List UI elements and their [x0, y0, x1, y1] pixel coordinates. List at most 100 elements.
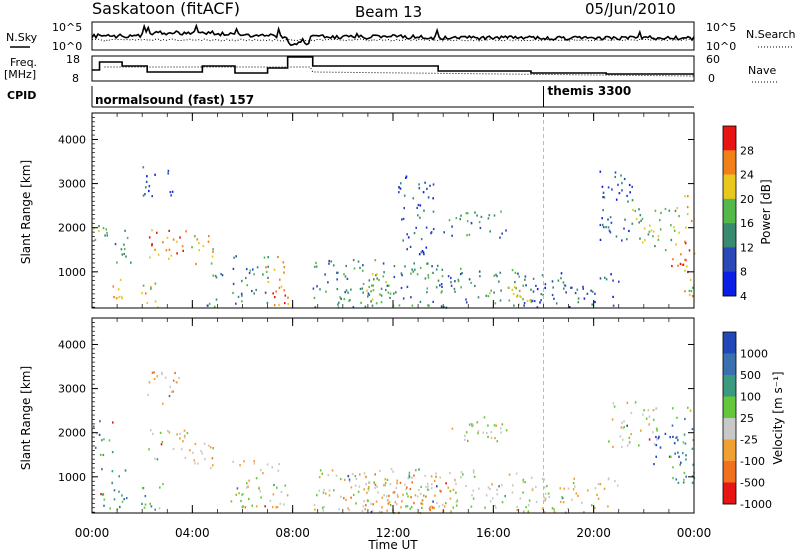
heatmap-cell	[664, 207, 667, 211]
heatmap-cell	[368, 279, 371, 282]
heatmap-cell	[321, 506, 324, 509]
heatmap-cell	[184, 456, 187, 459]
heatmap-cell	[572, 482, 575, 485]
power-heatmap	[93, 113, 696, 309]
heatmap-cell	[148, 381, 151, 384]
heatmap-cell	[530, 288, 532, 291]
heatmap-cell	[420, 238, 423, 241]
heatmap-cell	[398, 304, 401, 307]
heatmap-cell	[620, 174, 622, 177]
heatmap-cell	[418, 187, 421, 190]
heatmap-cell	[574, 485, 576, 488]
heatmap-cell	[343, 273, 345, 276]
heatmap-cell	[166, 236, 169, 239]
heatmap-cell	[443, 505, 446, 508]
heatmap-cell	[325, 290, 327, 293]
heatmap-cell	[597, 497, 600, 500]
heatmap-cell	[401, 274, 403, 277]
heatmap-cell	[684, 442, 687, 445]
heatmap-cell	[395, 486, 398, 490]
heatmap-cell	[419, 492, 422, 495]
heatmap-cell	[148, 448, 150, 451]
heatmap-cell	[149, 502, 151, 505]
heatmap-cell	[599, 223, 602, 227]
heatmap-cell	[552, 286, 554, 289]
heatmap-cell	[420, 502, 422, 505]
heatmap-cell	[100, 493, 102, 496]
heatmap-cell	[468, 233, 471, 236]
heatmap-cell	[407, 236, 410, 239]
heatmap-cell	[562, 501, 565, 504]
heatmap-cell	[417, 203, 420, 207]
heatmap-cell	[368, 293, 371, 297]
heatmap-cell	[409, 488, 412, 491]
heatmap-cell	[344, 275, 347, 278]
heatmap-cell	[260, 496, 262, 499]
heatmap-cell	[390, 468, 393, 471]
heatmap-cell	[591, 303, 593, 306]
heatmap-cell	[457, 280, 460, 283]
heatmap-cell	[402, 239, 404, 242]
heatmap-cell	[102, 453, 105, 457]
heatmap-cell	[276, 506, 279, 509]
heatmap-cell	[279, 278, 281, 281]
heatmap-cell	[314, 306, 317, 309]
heatmap-cell	[168, 229, 170, 232]
heatmap-cell	[367, 295, 369, 298]
heatmap-cell	[628, 436, 631, 439]
heatmap-cell	[221, 274, 224, 277]
heatmap-cell	[212, 274, 214, 277]
heatmap-cell	[451, 234, 453, 237]
heatmap-cell	[358, 485, 361, 488]
heatmap-cell	[213, 305, 216, 308]
heatmap-cell	[688, 293, 691, 297]
heatmap-cell	[182, 440, 184, 443]
heatmap-cell	[151, 244, 153, 247]
heatmap-cell	[615, 198, 618, 201]
heatmap-cell	[111, 481, 113, 484]
heatmap-cell	[384, 478, 387, 481]
heatmap-cell	[333, 489, 335, 492]
colorbar-tick-label: -500	[740, 477, 765, 490]
heatmap-cell	[98, 229, 100, 233]
heatmap-cell	[172, 379, 175, 382]
velocity-y-label: Slant Range [km]	[19, 366, 33, 470]
heatmap-cell	[477, 432, 479, 435]
heatmap-cell	[251, 289, 253, 293]
heatmap-cell	[404, 483, 406, 486]
heatmap-cell	[418, 253, 421, 256]
heatmap-cell	[324, 273, 326, 276]
heatmap-cell	[611, 418, 614, 421]
heatmap-cell	[474, 211, 476, 214]
heatmap-cell	[686, 265, 688, 268]
heatmap-cell	[283, 503, 285, 506]
heatmap-cell	[668, 455, 671, 458]
heatmap-cell	[103, 498, 106, 501]
heatmap-cell	[639, 237, 641, 240]
heatmap-cell	[560, 272, 563, 275]
heatmap-cell	[465, 431, 468, 434]
heatmap-cell	[348, 478, 351, 481]
heatmap-cell	[244, 506, 247, 509]
heatmap-cell	[401, 500, 403, 503]
x-tick-label: 08:00	[275, 526, 310, 540]
heatmap-cell	[660, 211, 662, 214]
heatmap-cell	[607, 218, 609, 221]
heatmap-cell	[626, 424, 628, 427]
heatmap-cell	[437, 279, 440, 282]
heatmap-cell	[408, 476, 411, 479]
heatmap-cell	[386, 509, 388, 512]
heatmap-cell	[183, 429, 186, 432]
heatmap-cell	[638, 444, 640, 447]
heatmap-cell	[654, 245, 656, 248]
heatmap-cell	[479, 275, 481, 278]
heatmap-cell	[493, 274, 496, 277]
heatmap-cell	[536, 306, 539, 309]
heatmap-cell	[210, 262, 213, 265]
heatmap-cell	[628, 183, 631, 187]
heatmap-cell	[277, 469, 280, 472]
heatmap-cell	[384, 481, 387, 484]
heatmap-cell	[419, 216, 421, 219]
heatmap-cell	[634, 401, 637, 404]
heatmap-cell	[262, 472, 264, 475]
